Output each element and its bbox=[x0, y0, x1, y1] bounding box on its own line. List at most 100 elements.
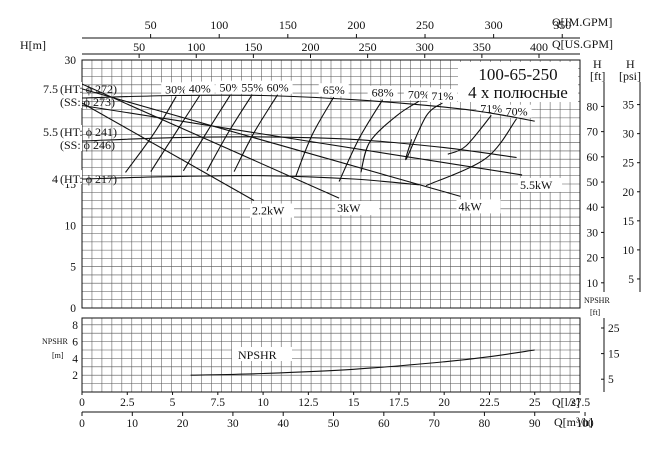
efficiency-label-bg bbox=[367, 85, 398, 99]
head-m-tick-label: 10 bbox=[65, 220, 77, 232]
power-curves: 2.2kW 3kW 4kW 5.5kW bbox=[81, 83, 563, 218]
efficiency-label: 70% bbox=[506, 105, 528, 119]
efficiency-curve bbox=[447, 115, 492, 155]
power-label-bg bbox=[456, 199, 501, 214]
usgpm-tick-label: 400 bbox=[530, 40, 548, 54]
head-ft-tick-label: 50 bbox=[587, 177, 599, 189]
efficiency-curve bbox=[206, 94, 253, 172]
npshr-grid bbox=[81, 318, 581, 392]
imgpm-tick-label: 300 bbox=[485, 18, 503, 32]
head-ft-tick-label: 10 bbox=[587, 278, 599, 290]
usgpm-tick-label: 100 bbox=[187, 40, 205, 54]
power-label-bg bbox=[335, 201, 380, 216]
head-ft-tick-label: 60 bbox=[587, 152, 599, 164]
qls-tick-label: 0 bbox=[79, 397, 85, 409]
npshr-curve-group: NPSHR bbox=[190, 347, 535, 376]
qls-tick-label: 25 bbox=[529, 397, 541, 409]
imgpm-tick-label: 250 bbox=[416, 18, 434, 32]
head-psi-tick-label: 5 bbox=[628, 274, 634, 286]
efficiency-curve bbox=[182, 94, 231, 172]
npshr-curve bbox=[190, 349, 535, 376]
head-curve-4 bbox=[81, 175, 419, 186]
npshr-plot-border bbox=[81, 317, 581, 393]
head-m-tick-label: 15 bbox=[65, 179, 77, 191]
chart-title: 100-65-250 bbox=[478, 65, 557, 84]
qls-tick-label: 27.5 bbox=[570, 397, 590, 409]
power-curve-label: 3kW bbox=[337, 201, 361, 215]
efficiency-label-bg bbox=[237, 80, 268, 94]
head-ft-tick-label: 30 bbox=[587, 227, 599, 239]
head-m-tick-label: 30 bbox=[65, 55, 77, 67]
usgpm-tick-label: 250 bbox=[359, 40, 377, 54]
efficiency-curve bbox=[338, 99, 384, 182]
head-label-bg bbox=[26, 170, 82, 185]
head-ft-tick-label: 20 bbox=[587, 253, 599, 265]
efficiency-curve bbox=[425, 118, 518, 187]
efficiency-label: 70% bbox=[408, 87, 430, 101]
head-psi-tick-label: 30 bbox=[623, 129, 635, 141]
usgpm-tick-label: 200 bbox=[302, 40, 320, 54]
power-curve-2.2kW bbox=[81, 102, 255, 201]
efficiency-label-bg bbox=[161, 82, 192, 96]
efficiency-label-bg bbox=[262, 80, 293, 94]
top-flow-axes: 50 100 150 200 250 300 350 50 100 150 200 250 300 350… bbox=[82, 18, 580, 58]
efficiency-label: 60% bbox=[267, 81, 289, 95]
qm3h-tick-label: 40 bbox=[277, 418, 289, 430]
head-curve-5.5 bbox=[81, 136, 517, 159]
head-curve-label: 7.5 bbox=[43, 82, 58, 96]
efficiency-label: 55% bbox=[241, 81, 263, 95]
npshr-m-tick-label: 6 bbox=[72, 337, 78, 349]
qls-tick-label: 15 bbox=[348, 397, 360, 409]
qm3h-tick-label: 20 bbox=[177, 418, 189, 430]
qm3h-tick-label: 30 bbox=[227, 418, 239, 430]
qm3h-tick-label: 70 bbox=[428, 418, 440, 430]
qls-tick-label: 22.5 bbox=[479, 397, 499, 409]
power-curve-label: 5.5kW bbox=[520, 178, 553, 192]
head-psi-tick-label: 10 bbox=[623, 245, 635, 257]
imgpm-tick-label: 50 bbox=[145, 18, 157, 32]
power-curve-label: 2.2kW bbox=[252, 204, 285, 218]
efficiency-label-bg bbox=[476, 101, 507, 115]
qls-tick-label: 7.5 bbox=[211, 397, 226, 409]
efficiency-curve bbox=[295, 96, 335, 177]
head-ft-axis-unit: [ft] bbox=[590, 69, 605, 83]
head-right-ticks: 10 20 30 40 50 60 70 80 5 10 15 20 25 30 35 bbox=[587, 82, 641, 292]
imgpm-tick-label: 100 bbox=[210, 18, 228, 32]
head-psi-axis-label: H bbox=[626, 57, 635, 71]
imgpm-tick-label: 350 bbox=[553, 18, 571, 32]
qm3h-tick-label: 80 bbox=[479, 418, 491, 430]
qls-tick-label: 20 bbox=[438, 397, 450, 409]
head-m-tick-label: 5 bbox=[70, 262, 76, 274]
head-psi-tick-label: 35 bbox=[623, 100, 635, 112]
qm3h-tick-label: 100 bbox=[576, 418, 594, 430]
imgpm-tick-label: 150 bbox=[279, 18, 297, 32]
power-label-bg bbox=[250, 203, 295, 218]
efficiency-label-bg bbox=[501, 104, 532, 118]
head-grid bbox=[81, 60, 581, 308]
head-psi-axis-unit: [psi] bbox=[619, 69, 641, 83]
power-label-bg bbox=[518, 177, 563, 192]
head-psi-tick-label: 15 bbox=[623, 216, 635, 228]
efficiency-label: 65% bbox=[323, 83, 345, 97]
bottom-flow-axes: 0 2.5 5 7.5 10 12.5 15 17.5 20 22.5 25 27.5 0 10 20 30 4… bbox=[79, 392, 594, 430]
npshr-ft-axis-unit: [ft] bbox=[590, 308, 601, 317]
head-curves: 7.5 (HT: ϕ 272)(SS: ϕ 273)5.5 (HT: ϕ 241)(… bbox=[26, 82, 535, 186]
qm3h-tick-label: 10 bbox=[127, 418, 139, 430]
qls-tick-label: 2.5 bbox=[120, 397, 135, 409]
head-m-axis-label: H[m] bbox=[20, 38, 46, 52]
head-ft-axis-label: H bbox=[593, 57, 602, 71]
impeller-dia-label: (HT: ϕ 241) bbox=[60, 125, 117, 139]
qls-tick-label: 12.5 bbox=[298, 397, 318, 409]
head-curve-7.5 bbox=[81, 94, 535, 122]
efficiency-curve bbox=[360, 100, 420, 173]
efficiency-curve bbox=[125, 96, 177, 173]
head-curve-label: 5.5 bbox=[43, 125, 58, 139]
npshr-m-tick-label: 8 bbox=[72, 320, 78, 332]
impeller-dia-label: (HT: ϕ 217) bbox=[60, 172, 117, 186]
qm3h-tick-label: 90 bbox=[529, 418, 541, 430]
usgpm-tick-label: 150 bbox=[244, 40, 262, 54]
efficiency-curve bbox=[150, 95, 201, 172]
efficiency-label: 68% bbox=[372, 86, 394, 100]
power-curve-label: 4kW bbox=[458, 199, 482, 213]
